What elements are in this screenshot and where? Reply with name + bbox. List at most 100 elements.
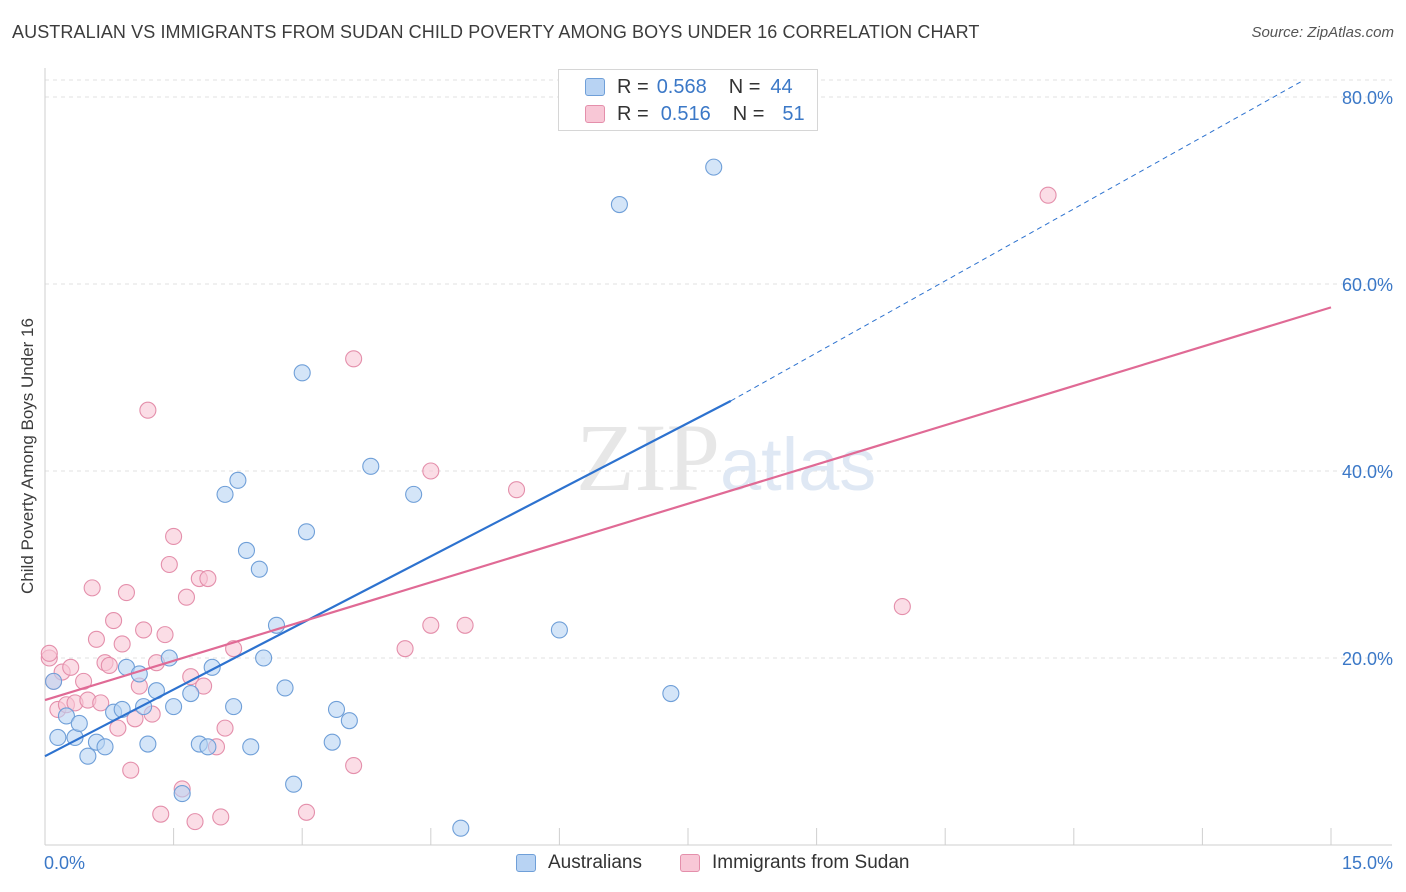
trend-line-sudan xyxy=(44,306,1332,702)
point-sudan xyxy=(396,640,414,658)
point-australians xyxy=(340,712,358,730)
legend-item-sudan[interactable]: Immigrants from Sudan xyxy=(680,852,909,874)
chart-title: AUSTRALIAN VS IMMIGRANTS FROM SUDAN CHIL… xyxy=(12,22,980,42)
point-sudan xyxy=(92,694,110,712)
x-tick-label: 0.0% xyxy=(44,853,85,873)
point-sudan xyxy=(177,588,196,606)
stats-legend: R = 0.568 N = 44 R = 0.516 N = 51 xyxy=(558,69,818,131)
n-label: N = xyxy=(728,75,761,98)
point-sudan xyxy=(216,719,234,737)
legend-label-australians: Australians xyxy=(548,852,642,873)
watermark-zip: ZIP xyxy=(576,404,720,511)
point-australians xyxy=(70,714,88,733)
point-australians xyxy=(45,672,63,690)
point-sudan xyxy=(297,803,316,821)
point-australians xyxy=(705,158,723,176)
point-sudan xyxy=(100,656,118,675)
r-value: 0.568 xyxy=(656,75,707,98)
point-sudan xyxy=(62,658,80,676)
legend-item-australians[interactable]: Australians xyxy=(516,852,642,874)
r-label: R = xyxy=(617,102,649,125)
n-label: N = xyxy=(732,102,765,125)
point-australians xyxy=(139,735,157,753)
point-australians xyxy=(225,698,243,716)
point-sudan xyxy=(139,401,157,419)
point-sudan xyxy=(507,481,526,499)
point-sudan xyxy=(122,761,140,779)
point-australians xyxy=(362,457,380,475)
point-australians xyxy=(323,733,341,751)
legend-swatch-pink xyxy=(680,854,700,872)
point-sudan xyxy=(156,626,174,644)
axes xyxy=(44,68,1392,846)
point-sudan xyxy=(199,569,217,588)
point-australians xyxy=(662,684,680,703)
point-sudan xyxy=(422,616,440,634)
point-australians xyxy=(173,785,191,803)
y-tick-label: 40.0% xyxy=(1342,462,1393,482)
point-australians xyxy=(276,679,294,697)
point-sudan xyxy=(117,583,135,602)
point-sudan xyxy=(165,527,183,546)
y-tick-label: 60.0% xyxy=(1342,275,1393,295)
legend-swatch-blue xyxy=(516,854,536,872)
point-sudan xyxy=(1039,186,1057,204)
legend-row-australians: R = 0.568 N = 44 xyxy=(585,75,793,99)
y-tick-label: 80.0% xyxy=(1342,88,1393,108)
point-australians xyxy=(229,471,247,489)
data-points xyxy=(40,158,1057,837)
point-australians xyxy=(285,775,303,793)
n-value: 51 xyxy=(782,102,805,125)
point-sudan xyxy=(186,813,204,831)
legend-swatch-pink xyxy=(585,105,605,123)
point-sudan xyxy=(113,635,131,653)
point-australians xyxy=(293,364,311,382)
point-australians xyxy=(49,728,67,747)
point-australians xyxy=(255,649,273,667)
trend-lines xyxy=(44,79,1332,758)
y-tick-label: 20.0% xyxy=(1342,649,1393,669)
point-australians xyxy=(57,707,75,725)
point-australians xyxy=(242,738,260,756)
r-value: 0.516 xyxy=(660,102,711,125)
point-sudan xyxy=(152,805,170,823)
source-label: Source: ZipAtlas.com xyxy=(1251,24,1394,41)
point-sudan xyxy=(83,579,101,597)
point-australians xyxy=(182,684,200,703)
point-sudan xyxy=(893,598,911,616)
tick-labels: 20.0% 40.0% 60.0% 80.0% 0.0% 15.0% xyxy=(44,88,1393,873)
point-sudan xyxy=(160,555,178,574)
point-sudan xyxy=(345,756,363,775)
point-australians xyxy=(237,541,256,560)
point-australians xyxy=(452,819,470,837)
n-value: 44 xyxy=(770,75,793,98)
point-sudan xyxy=(135,621,153,639)
point-sudan xyxy=(40,644,58,662)
point-australians xyxy=(297,523,316,541)
series-legend: Australians Immigrants from Sudan xyxy=(0,852,1406,876)
point-sudan xyxy=(422,462,440,480)
point-sudan xyxy=(212,808,230,826)
point-australians xyxy=(405,485,423,503)
point-sudan xyxy=(195,677,213,695)
point-sudan xyxy=(87,630,105,648)
point-australians xyxy=(327,700,346,718)
point-australians xyxy=(165,698,183,716)
point-australians xyxy=(250,560,268,578)
point-sudan xyxy=(345,350,363,368)
point-australians xyxy=(550,621,568,639)
point-australians xyxy=(199,738,217,756)
watermark-atlas: atlas xyxy=(720,423,876,506)
trend-line-australians xyxy=(44,399,732,758)
trend-extension-australians xyxy=(730,79,1305,402)
point-sudan xyxy=(109,719,127,737)
point-australians xyxy=(96,738,114,756)
x-tick-label: 15.0% xyxy=(1342,853,1393,873)
legend-row-sudan: R = 0.516 N = 51 xyxy=(585,102,805,126)
legend-label-sudan: Immigrants from Sudan xyxy=(712,852,910,873)
point-australians xyxy=(610,195,628,214)
legend-swatch-blue xyxy=(585,78,605,96)
point-australians xyxy=(79,747,97,765)
point-sudan xyxy=(105,612,123,630)
